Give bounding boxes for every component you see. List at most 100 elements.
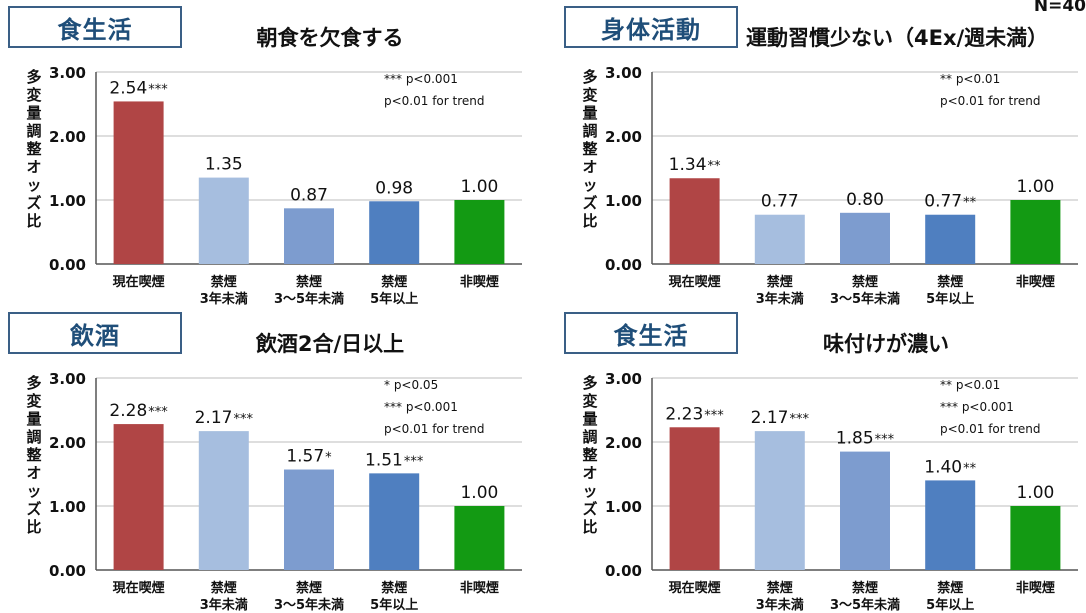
bar — [754, 214, 805, 264]
y-axis-label: 多変量調整オッズ比 — [26, 374, 42, 536]
bar-value-label: 1.85*** — [836, 429, 895, 449]
x-tick-label: 禁煙 — [381, 274, 407, 290]
significance-stars: ** — [963, 461, 977, 476]
x-tick-label: 現在喫煙 — [113, 274, 165, 290]
significance-notes: ** p<0.01 p<0.01 for trend — [940, 68, 1041, 112]
x-tick-label: 3～5年未満 — [274, 291, 344, 307]
bar-value-label: 0.80 — [846, 190, 884, 210]
x-tick-label: 現在喫煙 — [669, 580, 721, 596]
y-tick-label: 1.00 — [49, 192, 86, 210]
significance-note: *** p<0.001 — [384, 400, 458, 414]
x-tick-label: 非喫煙 — [1016, 580, 1055, 596]
x-tick-label: 現在喫煙 — [669, 274, 721, 290]
y-tick-label: 3.00 — [49, 370, 86, 388]
bar-value: 0.80 — [846, 190, 884, 210]
category-box: 身体活動 — [564, 6, 738, 48]
x-tick-label: 非喫煙 — [460, 274, 499, 290]
bar-value: 1.00 — [460, 483, 498, 503]
x-tick-label: 禁煙 — [296, 274, 322, 290]
bar-value: 1.34 — [669, 155, 707, 175]
chart-title: 運動習慣少ない（4Ex/週未満） — [746, 26, 1049, 50]
significance-stars: ** — [708, 159, 722, 174]
bar-value-label: 1.51*** — [365, 450, 424, 470]
significance-stars: *** — [148, 405, 168, 420]
significance-stars: *** — [789, 412, 809, 427]
x-tick-label: 非喫煙 — [1016, 274, 1055, 290]
bar-value: 1.40 — [924, 457, 962, 477]
x-tick-label: 禁煙 — [767, 274, 793, 290]
bar-value-label: 2.23*** — [665, 404, 724, 424]
bar — [369, 201, 420, 264]
significance-note: p<0.01 for trend — [384, 94, 485, 108]
bar-value: 0.87 — [290, 185, 328, 205]
bar — [284, 469, 334, 570]
bar-value: 0.77 — [761, 192, 799, 212]
significance-note: *** p<0.001 — [940, 400, 1014, 414]
x-tick-label: 非喫煙 — [460, 580, 499, 596]
chart-title: 飲酒2合/日以上 — [255, 332, 405, 356]
bar-value-label: 1.35 — [205, 155, 243, 175]
bar-value-label: 1.00 — [1016, 483, 1054, 503]
bar — [113, 424, 164, 570]
significance-stars: *** — [233, 412, 253, 427]
y-tick-label: 1.00 — [605, 498, 642, 516]
bar — [198, 431, 249, 570]
y-tick-label: 2.00 — [49, 434, 86, 452]
y-tick-label: 0.00 — [49, 256, 86, 274]
bar-value: 1.00 — [460, 177, 498, 197]
bar — [454, 200, 505, 264]
x-tick-label: 3年未満 — [200, 597, 248, 613]
y-tick-label: 0.00 — [605, 562, 642, 580]
bar-chart-svg: 0.001.002.003.002.28***現在喫煙2.17***禁煙3年未満… — [49, 370, 522, 613]
bar — [369, 473, 420, 570]
significance-stars: * — [325, 451, 332, 466]
bar-chart-svg: 0.001.002.003.002.54***現在喫煙1.35禁煙3年未満0.8… — [49, 64, 522, 307]
y-axis-label: 多変量調整オッズ比 — [582, 68, 598, 230]
significance-note: p<0.01 for trend — [940, 422, 1041, 436]
bar-value: 1.57 — [286, 447, 324, 467]
bar — [669, 427, 720, 570]
bar-value-label: 1.00 — [1016, 177, 1054, 197]
chart-panel-2: 身体活動 運動習慣少ない（4Ex/週未満） 多変量調整オッズ比 ** p<0.01 p<… — [556, 0, 1086, 307]
bar-value: 2.17 — [751, 408, 789, 428]
bar — [754, 431, 805, 570]
bar — [113, 101, 164, 264]
significance-stars: ** — [963, 196, 977, 211]
significance-note: ** p<0.01 — [940, 378, 1001, 392]
chart-panel-3: 飲酒 飲酒2合/日以上多変量調整オッズ比 * p<0.05 *** p<0.001 p<… — [0, 306, 530, 613]
x-tick-label: 3年未満 — [756, 291, 804, 307]
chart-title: 朝食を欠食する — [256, 26, 404, 50]
chart-title: 味付けが濃い — [823, 332, 949, 356]
x-tick-label: 5年以上 — [926, 597, 974, 613]
bar — [198, 177, 249, 264]
y-axis-label: 多変量調整オッズ比 — [26, 68, 42, 230]
bar-value-label: 2.17*** — [751, 408, 810, 428]
y-tick-label: 3.00 — [605, 64, 642, 82]
category-box: 飲酒 — [8, 312, 182, 354]
significance-notes: *** p<0.001 p<0.01 for trend — [384, 68, 485, 112]
bar-value: 1.00 — [1016, 177, 1054, 197]
x-tick-label: 3～5年未満 — [274, 597, 344, 613]
bar-value-label: 2.54*** — [109, 78, 168, 98]
significance-stars: *** — [875, 433, 895, 448]
sample-size-label: N=40 — [1033, 0, 1086, 16]
significance-note: ** p<0.01 — [940, 72, 1001, 86]
bar-value: 2.17 — [195, 408, 233, 428]
significance-stars: *** — [704, 408, 724, 423]
chart-panel-4: 食生活 味付けが濃い 多変量調整オッズ比 ** p<0.01 *** p<0.001 p<… — [556, 306, 1086, 613]
bar — [284, 208, 334, 264]
significance-stars: *** — [148, 82, 168, 97]
x-tick-label: 禁煙 — [296, 580, 322, 596]
y-tick-label: 0.00 — [49, 562, 86, 580]
bar-value-label: 1.00 — [460, 483, 498, 503]
bar-value-label: 1.57* — [286, 447, 332, 467]
bar — [454, 506, 505, 570]
x-tick-label: 禁煙 — [211, 274, 237, 290]
bar — [925, 214, 976, 264]
x-tick-label: 禁煙 — [937, 274, 963, 290]
bar-value-label: 0.98 — [375, 178, 413, 198]
y-tick-label: 1.00 — [49, 498, 86, 516]
significance-notes: * p<0.05 *** p<0.001 p<0.01 for trend — [384, 374, 485, 440]
y-tick-label: 2.00 — [605, 434, 642, 452]
y-tick-label: 1.00 — [605, 192, 642, 210]
